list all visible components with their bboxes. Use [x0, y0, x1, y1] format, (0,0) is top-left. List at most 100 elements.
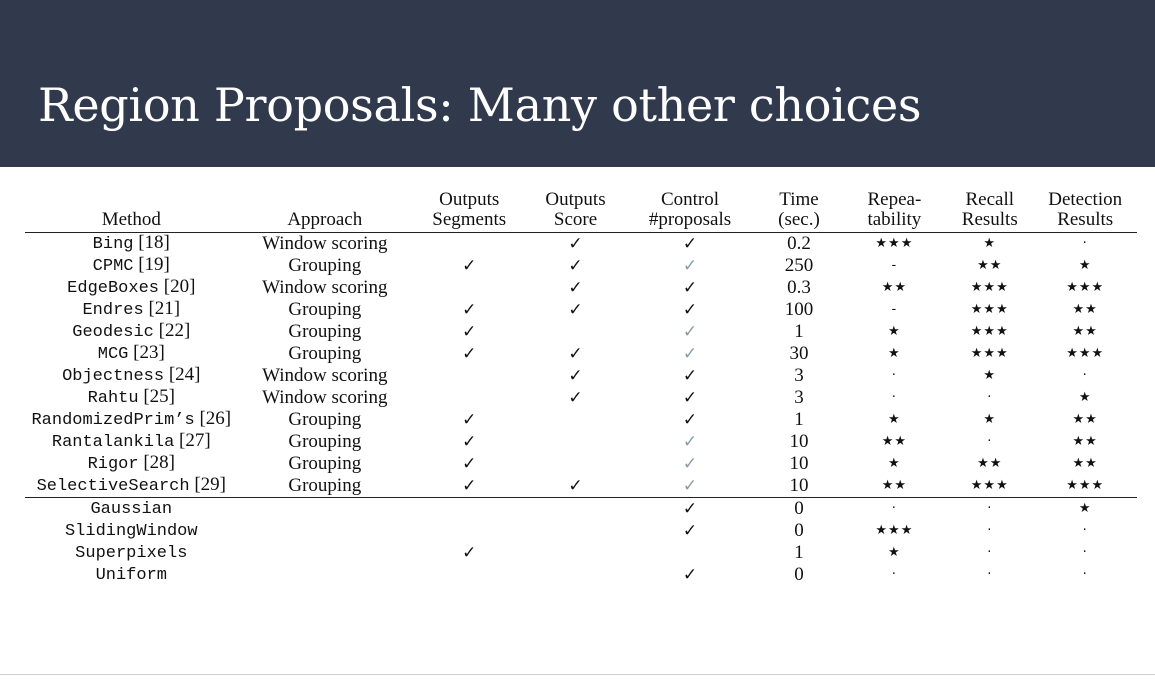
- score-check: [526, 409, 624, 431]
- repeatability-rating: ★★: [881, 478, 908, 493]
- time-cell: 1: [794, 321, 804, 342]
- footer-divider: [0, 674, 1155, 675]
- control-check: ✓: [682, 234, 698, 254]
- control-check: ✓: [682, 410, 698, 430]
- segments-check: ✓: [462, 300, 477, 320]
- header-outputs-segments: Outputs Segments: [412, 190, 527, 233]
- method-cell: EdgeBoxes [20]: [25, 277, 238, 299]
- citation-ref: [26]: [199, 408, 232, 429]
- recall-rating: ★★: [977, 456, 1003, 471]
- method-name: Rantalankila: [51, 433, 175, 452]
- method-name: Superpixels: [75, 544, 188, 563]
- segments-check: [412, 387, 526, 409]
- method-cell: Objectness [24]: [25, 365, 238, 387]
- recall-rating: ★★★: [970, 280, 1009, 295]
- approach-cell: Grouping: [288, 255, 362, 276]
- segments-check: ✓: [462, 344, 477, 364]
- control-check: ✓: [682, 565, 698, 585]
- detection-rating: ★★: [1072, 302, 1098, 317]
- recall-rating: ★: [983, 236, 997, 251]
- baseline-row: SlidingWindow ✓ 0 ★★★ · ·: [25, 520, 1137, 542]
- segments-check: ✓: [462, 322, 477, 342]
- citation-ref: [18]: [138, 232, 170, 253]
- segments-check: [412, 365, 526, 387]
- approach-cell: Grouping: [288, 321, 362, 342]
- time-cell: 10: [789, 431, 809, 452]
- baselines-body: Gaussian ✓ 0 · · ★ SlidingWindow ✓ 0 ★★★ · · Superpi…: [25, 497, 1137, 587]
- time-cell: 0: [755, 497, 843, 520]
- segments-check: [412, 520, 526, 542]
- control-check: [625, 542, 756, 564]
- detection-rating: ★★★: [1066, 280, 1105, 295]
- control-check: ✓: [682, 322, 698, 342]
- score-check: ✓: [568, 366, 583, 386]
- score-check: ✓: [568, 256, 583, 276]
- approach-cell: Grouping: [288, 299, 362, 320]
- time-cell: 10: [789, 475, 809, 496]
- table-header: Method Approach Outputs Segments Outputs S…: [25, 190, 1137, 233]
- control-check: ✓: [682, 278, 698, 298]
- method-cell: Uniform: [25, 564, 238, 586]
- control-check: ✓: [682, 432, 698, 452]
- control-check: ✓: [682, 300, 698, 320]
- method-cell: MCG [23]: [25, 343, 238, 365]
- segments-check: ✓: [462, 454, 477, 474]
- citation-ref: [24]: [168, 364, 201, 385]
- repeatability-rating: ★: [888, 324, 901, 339]
- score-check: ✓: [568, 476, 583, 496]
- header-approach: Approach: [237, 190, 412, 233]
- approach-cell: [238, 542, 412, 564]
- method-name: Geodesic: [72, 323, 154, 342]
- method-name: SlidingWindow: [64, 522, 198, 541]
- method-cell: Rigor [28]: [25, 453, 238, 475]
- method-cell: Endres [21]: [25, 299, 238, 321]
- score-check: [526, 542, 624, 564]
- detection-rating: ★★★: [1066, 478, 1105, 493]
- segments-check: ✓: [462, 543, 477, 563]
- approach-cell: Window scoring: [262, 387, 388, 408]
- table-row: Rahtu [25] Window scoring ✓ ✓ 3 · · ★: [25, 387, 1137, 409]
- approach-cell: [237, 497, 412, 520]
- recall-rating: ★★★: [970, 346, 1009, 361]
- recall-rating: ★★★: [970, 324, 1009, 339]
- method-name: Bing: [92, 235, 134, 254]
- repeatability-rating: ★: [888, 545, 901, 560]
- citation-ref: [27]: [179, 430, 211, 451]
- control-check: ✓: [624, 497, 756, 520]
- detection-rating: ★★: [1072, 434, 1098, 449]
- citation-ref: [25]: [143, 386, 175, 407]
- control-check: ✓: [682, 454, 698, 474]
- citation-ref: [20]: [163, 276, 196, 297]
- method-name: CPMC: [92, 257, 134, 276]
- detection-rating: ·: [1082, 236, 1088, 251]
- method-cell: SelectiveSearch [29]: [25, 475, 238, 498]
- time-cell: 1: [794, 409, 804, 430]
- repeatability-rating: ★★: [881, 280, 908, 295]
- citation-ref: [29]: [194, 474, 226, 495]
- time-cell: 0: [794, 520, 804, 541]
- time-cell: 10: [789, 453, 809, 474]
- detection-rating: ★★: [1072, 456, 1098, 471]
- method-cell: Gaussian: [25, 497, 238, 520]
- approach-cell: [238, 520, 412, 542]
- score-check: [526, 497, 625, 520]
- repeatability-rating: ★: [888, 346, 901, 361]
- repeatability-rating: ·: [891, 368, 897, 383]
- score-check: [526, 321, 624, 343]
- proposal-methods-table: Method Approach Outputs Segments Outputs S…: [25, 190, 1137, 586]
- control-check: ✓: [682, 366, 698, 386]
- detection-rating: ·: [1082, 523, 1088, 538]
- time-cell: 30: [789, 343, 809, 364]
- table-row: Rigor [28] Grouping ✓ ✓ 10 ★ ★★ ★★: [25, 453, 1137, 475]
- header-repeatability: Repea-tability: [842, 190, 947, 233]
- method-cell: Rantalankila [27]: [25, 431, 238, 453]
- time-cell: 0.2: [787, 233, 811, 254]
- approach-cell: Grouping: [288, 343, 362, 364]
- method-name: Objectness: [62, 367, 165, 386]
- header-row: Method Approach Outputs Segments Outputs S…: [25, 190, 1137, 233]
- citation-ref: [23]: [133, 342, 165, 363]
- repeatability-rating: ★: [888, 456, 901, 471]
- table-row: MCG [23] Grouping ✓ ✓ ✓ 30 ★ ★★★ ★★★: [25, 343, 1137, 365]
- detection-rating: ★: [1078, 390, 1092, 405]
- header-method: Method: [25, 190, 238, 233]
